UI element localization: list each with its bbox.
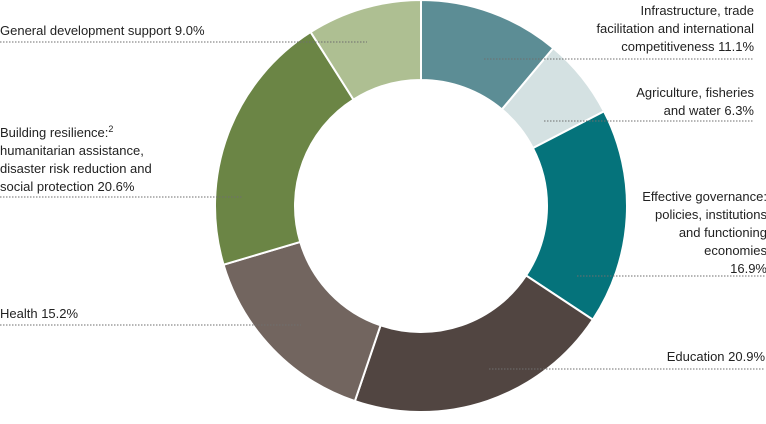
slice-label-2-line-4: 16.9% bbox=[730, 261, 766, 276]
slice-label-2-line-0: Effective governance: bbox=[642, 189, 766, 204]
slice-label-2-line-1: policies, institutions bbox=[655, 207, 766, 222]
slice-label-1-line-0: Agriculture, fisheries bbox=[636, 85, 754, 100]
slice-label-0-line-1: facilitation and international bbox=[596, 21, 754, 36]
slice-label-3: Education 20.9% bbox=[667, 349, 766, 364]
slice-label-4: Health 15.2% bbox=[0, 306, 78, 321]
slices-group bbox=[214, 0, 628, 413]
donut-slice-5 bbox=[214, 30, 355, 266]
slice-label-2-line-3: economies bbox=[704, 243, 766, 258]
leader-lines-group bbox=[0, 41, 766, 370]
slice-label-0: Infrastructure, trade facilitation and in… bbox=[596, 3, 754, 54]
slice-label-6: General development support 9.0% bbox=[0, 23, 205, 38]
slice-label-2: Effective governance: policies, instituti… bbox=[642, 189, 766, 276]
donut-slice-4 bbox=[222, 240, 382, 403]
labels-group: Infrastructure, trade facilitation and in… bbox=[0, 3, 766, 364]
slice-label-6-line-0: General development support 9.0% bbox=[0, 23, 205, 38]
slice-label-1-line-1: and water 6.3% bbox=[664, 103, 755, 118]
slice-label-2-line-2: and functioning bbox=[679, 225, 766, 240]
donut-slice-6 bbox=[309, 0, 422, 101]
slice-label-3-line-0: Education 20.9% bbox=[667, 349, 766, 364]
slice-label-5-line-1: humanitarian assistance, bbox=[0, 143, 144, 158]
donut-slice-3 bbox=[353, 274, 595, 413]
slice-label-0-line-0: Infrastructure, trade bbox=[641, 3, 754, 18]
slice-label-5-line-2: disaster risk reduction and bbox=[0, 161, 152, 176]
slice-label-5-line-0: Building resilience: bbox=[0, 125, 108, 140]
slice-label-4-line-0: Health 15.2% bbox=[0, 306, 78, 321]
slice-label-5-line-3: social protection 20.6% bbox=[0, 179, 135, 194]
slice-label-5-superscript: 2 bbox=[108, 124, 113, 134]
slice-label-5: Building resilience:2 humanitarian assist… bbox=[0, 124, 152, 194]
slice-label-1: Agriculture, fisheries and water 6.3% bbox=[636, 85, 754, 118]
slice-label-0-line-2: competitiveness 11.1% bbox=[621, 39, 754, 54]
